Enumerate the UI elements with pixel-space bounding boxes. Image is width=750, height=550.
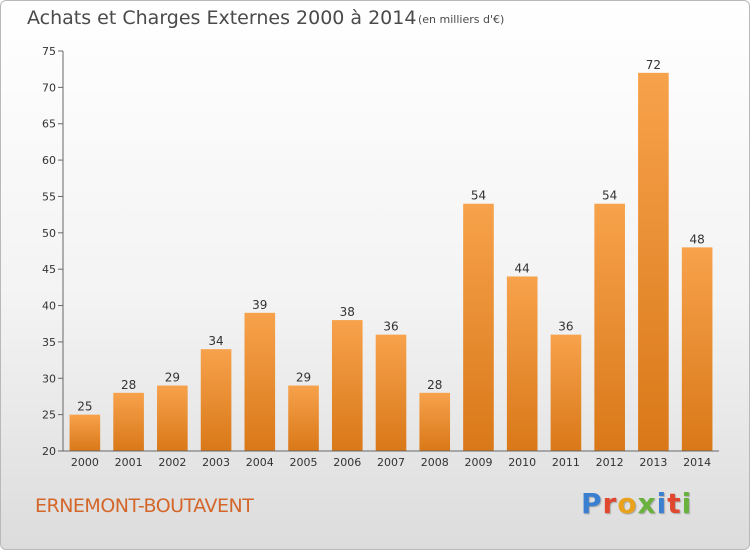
y-tick-label: 20 xyxy=(42,445,56,458)
commune-name: ERNEMONT-BOUTAVENT xyxy=(35,495,254,517)
bar-2006 xyxy=(331,320,363,451)
bar-2002 xyxy=(157,385,188,451)
logo-letter: o xyxy=(617,487,638,520)
bar-2010 xyxy=(506,276,538,451)
bar-2009 xyxy=(463,203,494,451)
bar-value-label: 29 xyxy=(165,371,180,385)
y-tick-label: 45 xyxy=(42,263,56,276)
y-tick-label: 50 xyxy=(42,227,56,240)
x-tick-label: 2000 xyxy=(71,456,99,469)
y-tick-label: 70 xyxy=(42,81,56,94)
bar-value-label: 25 xyxy=(77,400,92,414)
x-tick-label: 2014 xyxy=(683,456,711,469)
y-tick-label: 65 xyxy=(42,118,56,131)
logo-letter: i xyxy=(681,487,693,520)
bar-2000 xyxy=(69,414,101,451)
bar-value-label: 48 xyxy=(689,232,704,246)
y-tick-label: 40 xyxy=(42,300,56,313)
bar-value-label: 34 xyxy=(208,334,223,348)
bar-value-label: 44 xyxy=(515,261,530,275)
bar-value-label: 38 xyxy=(340,305,355,319)
y-axis: 20 25 30 35 40 45 50 55 60 65 70 75 xyxy=(42,45,64,458)
x-tick-label: 2009 xyxy=(464,456,492,469)
bar-value-label: 72 xyxy=(646,58,661,72)
x-tick-label: 2001 xyxy=(115,456,143,469)
bar-2001 xyxy=(113,392,144,451)
bar-value-label: 36 xyxy=(558,320,573,334)
x-tick-label: 2008 xyxy=(421,456,449,469)
x-tick-label: 2011 xyxy=(552,456,580,469)
bar-value-label: 29 xyxy=(296,371,311,385)
x-tick-label: 2010 xyxy=(508,456,536,469)
bar-2013 xyxy=(638,72,669,452)
bar-2004 xyxy=(244,312,276,451)
bar-2014 xyxy=(681,247,713,451)
bar-2005 xyxy=(288,385,319,451)
bar-value-label: 54 xyxy=(471,189,486,203)
x-tick-label: 2012 xyxy=(596,456,624,469)
bar-2003 xyxy=(200,349,232,451)
chart-unit: (en milliers d'€) xyxy=(418,13,505,26)
bar-value-label: 28 xyxy=(427,378,442,392)
y-tick-label: 25 xyxy=(42,409,56,422)
logo-letter: r xyxy=(602,487,618,520)
x-tick-label: 2003 xyxy=(202,456,230,469)
y-tick-label: 55 xyxy=(42,190,56,203)
x-tick-label: 2005 xyxy=(290,456,318,469)
logo-letter: x xyxy=(637,487,657,520)
bar-2008 xyxy=(419,392,451,451)
bar-value-label: 54 xyxy=(602,189,617,203)
y-tick-label: 60 xyxy=(42,154,56,167)
bar-value-label: 36 xyxy=(383,320,398,334)
x-tick-label: 2006 xyxy=(333,456,361,469)
proxiti-logo: Proxiti xyxy=(581,487,692,520)
x-tick-label: 2007 xyxy=(377,456,405,469)
bar-value-label: 39 xyxy=(252,298,267,312)
bar-2011 xyxy=(550,334,582,451)
y-tick-label: 35 xyxy=(42,336,56,349)
bar-2007 xyxy=(375,334,407,451)
logo-letter: P xyxy=(581,487,603,520)
bar-2012 xyxy=(594,203,625,451)
x-tick-label: 2004 xyxy=(246,456,274,469)
bars: 25 28 29 34 39 29 38 36 28 54 44 36 54 72 48 xyxy=(69,58,713,452)
logo-letter: t xyxy=(667,487,682,520)
logo-letter: i xyxy=(656,487,668,520)
bar-value-label: 28 xyxy=(121,378,136,392)
x-axis: 2000 2001 2002 2003 2004 2005 2006 2007 2008 2009… xyxy=(63,450,719,469)
y-tick-label: 30 xyxy=(42,372,56,385)
x-tick-label: 2013 xyxy=(639,456,667,469)
x-tick-label: 2002 xyxy=(158,456,186,469)
y-tick-label: 75 xyxy=(42,45,56,58)
chart-title: Achats et Charges Externes 2000 à 2014 xyxy=(27,7,417,29)
